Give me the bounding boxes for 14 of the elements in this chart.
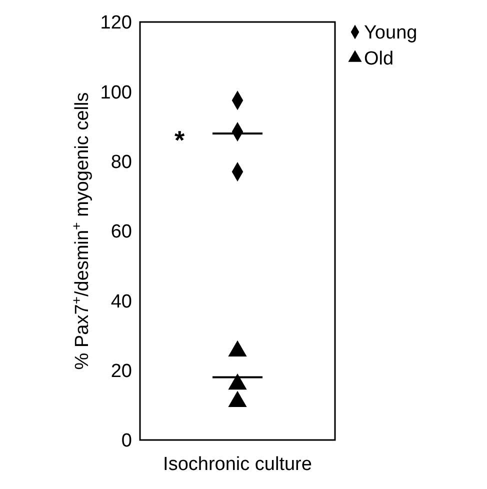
legend-label: Young [364, 22, 418, 44]
annotation: * [174, 125, 186, 156]
y-tick-label: 0 [121, 430, 132, 452]
y-tick-label: 60 [110, 222, 132, 243]
y-tick-label: 20 [110, 360, 132, 382]
y-tick-label: 80 [110, 152, 132, 173]
x-tick-label: Isochronic culture [163, 454, 312, 475]
point [228, 390, 247, 408]
legend-label: Old [364, 48, 394, 70]
y-tick-label: 120 [100, 12, 132, 34]
point [228, 374, 247, 390]
y-tick-label: 40 [110, 291, 132, 312]
point [228, 340, 247, 357]
y-tick-label: 100 [100, 82, 132, 104]
